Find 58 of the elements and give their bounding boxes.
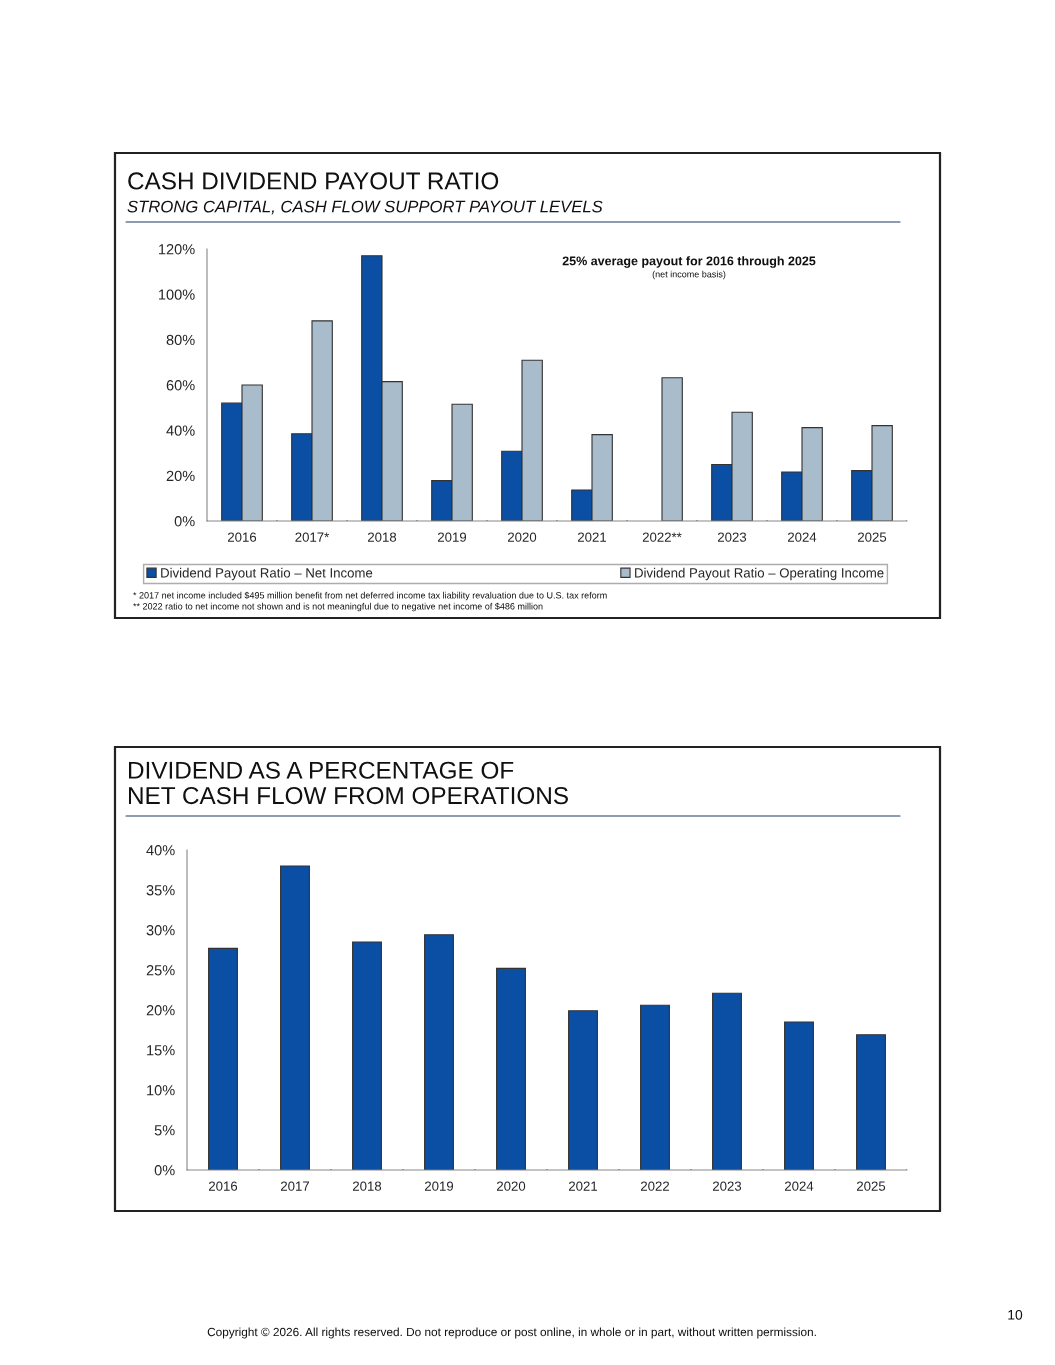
bar bbox=[208, 947, 238, 1170]
text: ** 2022 ratio to net income not shown and is not meaningful due to negative net income of $486 million bbox=[133, 602, 543, 612]
y-tick-label: 25% bbox=[146, 965, 175, 976]
chart-title: DIVIDEND AS A PERCENTAGE OF NET CASH FLOW FROM OPERATIONS bbox=[128, 761, 568, 805]
x-tick-label: 2021 bbox=[568, 1181, 598, 1191]
x-tick-label: 2025 bbox=[857, 532, 887, 542]
legend-label: Dividend Payout Ratio – Net Income bbox=[161, 567, 373, 581]
annotation: 25% average payout for 2016 through 2025 bbox=[562, 256, 816, 268]
x-tick-label: 2019 bbox=[424, 1181, 454, 1191]
bar bbox=[784, 1021, 814, 1170]
chart-title: CASH DIVIDEND PAYOUT RATIO bbox=[128, 172, 499, 190]
y-tick-label: 100% bbox=[159, 289, 195, 300]
chart-subtitle: STRONG CAPITAL, CASH FLOW SUPPORT PAYOUT LEVELS bbox=[127, 200, 603, 215]
x-tick-label: 2024 bbox=[787, 532, 817, 542]
x-tick-label: 2023 bbox=[712, 1181, 742, 1191]
y-tick-label: 120% bbox=[159, 244, 195, 255]
y-tick-label: 40% bbox=[166, 425, 195, 436]
y-tick-label: 0% bbox=[174, 516, 195, 527]
y-tick-label: 60% bbox=[166, 380, 195, 391]
bar bbox=[424, 934, 454, 1170]
x-tick-label: 2017* bbox=[295, 532, 330, 542]
bar bbox=[496, 967, 526, 1170]
bar bbox=[280, 865, 310, 1170]
bar bbox=[856, 1034, 886, 1170]
x-tick-label: 2018 bbox=[352, 1181, 382, 1191]
bar bbox=[640, 1004, 670, 1170]
text: Copyright © 2026. All rights reserved. Do not reproduce or post online, in whole or in part, without written permission. bbox=[207, 1327, 816, 1339]
y-tick-label: 20% bbox=[166, 470, 195, 482]
x-tick-label: 2020 bbox=[496, 1181, 526, 1191]
x-tick-label: 2020 bbox=[507, 532, 537, 542]
x-tick-label: 2019 bbox=[437, 532, 467, 542]
text: 10 bbox=[1008, 1309, 1023, 1320]
y-tick-label: 30% bbox=[146, 925, 175, 936]
x-tick-label: 2023 bbox=[717, 532, 747, 542]
y-tick-label: 0% bbox=[154, 1165, 175, 1176]
bar bbox=[712, 992, 742, 1170]
y-tick-label: 5% bbox=[154, 1125, 175, 1136]
bar bbox=[568, 1010, 598, 1170]
annotation: (net income basis) bbox=[652, 270, 726, 280]
x-tick-label: 2022 bbox=[640, 1181, 670, 1191]
y-tick-label: 80% bbox=[166, 334, 195, 346]
x-tick-label: 2022** bbox=[642, 532, 682, 542]
x-tick-label: 2021 bbox=[577, 532, 607, 542]
x-tick-label: 2016 bbox=[227, 532, 257, 542]
legend-label: Dividend Payout Ratio – Operating Income bbox=[635, 567, 884, 581]
x-tick-label: 2025 bbox=[856, 1181, 886, 1191]
x-tick-label: 2018 bbox=[367, 532, 397, 542]
y-tick-label: 10% bbox=[147, 1085, 175, 1096]
y-tick-label: 20% bbox=[146, 1005, 175, 1016]
bar bbox=[352, 941, 382, 1170]
text: * 2017 net income included $495 million benefit from net deferred income tax liability revaluation due to U.S. tax reform bbox=[133, 591, 607, 601]
x-tick-label: 2016 bbox=[208, 1181, 238, 1191]
y-tick-label: 35% bbox=[146, 885, 175, 896]
y-tick-label: 15% bbox=[147, 1045, 175, 1056]
x-tick-label: 2017 bbox=[280, 1181, 310, 1191]
y-tick-label: 40% bbox=[146, 845, 175, 856]
bar bbox=[661, 377, 683, 521]
x-tick-label: 2024 bbox=[784, 1181, 814, 1191]
